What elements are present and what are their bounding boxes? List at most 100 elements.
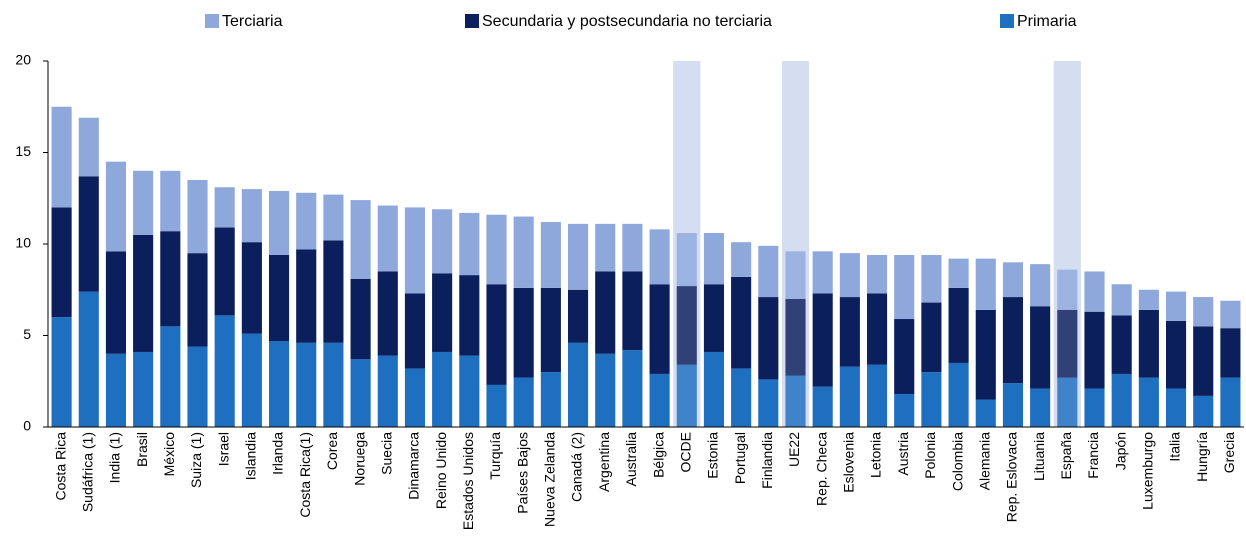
bar-segment xyxy=(1111,315,1132,374)
bar-segment xyxy=(486,384,507,427)
bar-segment xyxy=(214,315,235,427)
bar-segment xyxy=(785,375,806,427)
x-tick-label: Nueva Zelanda xyxy=(542,432,558,527)
bar-segment xyxy=(1057,377,1078,427)
bar-segment xyxy=(649,373,670,427)
bar-segment xyxy=(1002,383,1024,427)
bar-segment xyxy=(1111,373,1132,427)
bar-segment xyxy=(513,216,534,288)
bar-segment xyxy=(785,298,806,376)
bar-segment xyxy=(567,342,589,427)
bar-segment xyxy=(486,214,507,285)
bar-segment xyxy=(1138,377,1159,427)
bar-segment xyxy=(894,394,915,427)
y-tick-label: 0 xyxy=(23,418,31,434)
bar-segment xyxy=(595,223,616,272)
bar-segment xyxy=(377,355,398,427)
bar-segment xyxy=(622,271,643,351)
x-tick-label: Turquía xyxy=(487,432,503,480)
bar-segment xyxy=(187,253,208,347)
x-tick-label: Canadá (2) xyxy=(569,432,585,502)
bar-segment xyxy=(241,242,262,334)
bar-segment xyxy=(948,258,969,288)
x-tick-label: Dinamarca xyxy=(406,432,422,500)
bar-segment xyxy=(105,353,127,427)
bar-segment xyxy=(1165,388,1187,427)
bar-segment xyxy=(839,366,860,427)
bar-segment xyxy=(377,271,398,356)
legend-swatch xyxy=(1000,14,1014,28)
bar-segment xyxy=(839,297,860,367)
bar-segment xyxy=(1193,326,1214,396)
bar-segment xyxy=(51,317,72,427)
bar-segment xyxy=(486,284,507,385)
bar-segment xyxy=(948,362,969,427)
bar-segment xyxy=(894,254,915,320)
x-tick-label: UE22 xyxy=(786,432,802,467)
bar-segment xyxy=(323,194,344,241)
bar-segment xyxy=(540,287,561,373)
bar-segment xyxy=(105,161,127,252)
x-tick-label: Corea xyxy=(324,432,340,470)
bar-segment xyxy=(839,253,860,298)
bar-segment xyxy=(323,240,344,343)
bar-segment xyxy=(432,209,453,274)
bar-segment xyxy=(350,200,371,279)
x-tick-label: Países Bajos xyxy=(514,432,530,514)
bar-segment xyxy=(105,251,127,354)
x-tick-label: Rep. Checa xyxy=(813,432,829,506)
x-tick-label: España xyxy=(1058,432,1074,480)
x-tick-label: Estonia xyxy=(705,432,721,479)
bar-segment xyxy=(51,207,72,318)
bar-segment xyxy=(595,353,616,427)
x-tick-label: México xyxy=(161,432,177,477)
bar-segment xyxy=(676,364,697,427)
bar-segment xyxy=(812,251,833,294)
bar-segment xyxy=(567,223,589,290)
x-tick-label: Argentina xyxy=(596,432,612,492)
bar-segment xyxy=(975,309,996,400)
x-tick-label: Japón xyxy=(1112,432,1128,470)
x-tick-label: Portugal xyxy=(732,432,748,484)
bar-segment xyxy=(513,287,534,378)
x-tick-label: Luxemburgo xyxy=(1140,432,1156,510)
bar-segment xyxy=(758,245,779,298)
legend-swatch xyxy=(205,14,219,28)
y-tick-label: 5 xyxy=(23,326,31,342)
bar-segment xyxy=(1002,297,1024,384)
bar-segment xyxy=(1084,311,1105,389)
x-tick-label: Grecia xyxy=(1221,432,1237,473)
bar-segment xyxy=(948,287,969,363)
bar-segment xyxy=(676,286,697,365)
bar-segment xyxy=(1138,289,1159,310)
bar-segment xyxy=(1165,291,1187,321)
bar-segment xyxy=(1220,328,1241,378)
bar-segment xyxy=(921,302,942,373)
bar-segment xyxy=(133,351,154,427)
x-tick-label: Suecia xyxy=(378,432,394,475)
bar-segment xyxy=(133,234,154,352)
bar-segment xyxy=(975,399,996,427)
legend-label: Primaria xyxy=(1017,13,1077,30)
bar-segment xyxy=(241,333,262,427)
bar-segment xyxy=(51,106,72,208)
bar-segment xyxy=(432,273,453,352)
x-tick-label: Costa Rica xyxy=(52,432,68,501)
bar-segment xyxy=(1193,297,1214,327)
x-tick-label: Finlandia xyxy=(759,432,775,489)
y-tick-label: 20 xyxy=(15,52,31,68)
bar-segment xyxy=(1030,306,1051,389)
y-tick-label: 15 xyxy=(15,143,31,159)
x-tick-label: Israel xyxy=(215,432,231,466)
bar-segment xyxy=(296,342,317,427)
bar-segment xyxy=(1084,271,1105,312)
bar-segment xyxy=(731,242,752,277)
bar-segment xyxy=(268,254,290,341)
x-tick-label: Islandia xyxy=(243,432,259,480)
bar-segment xyxy=(703,233,725,285)
x-tick-label: Noruega xyxy=(351,432,367,486)
x-tick-label: Estados Unidos xyxy=(460,432,476,530)
y-tick-label: 10 xyxy=(15,235,31,251)
bar-segment xyxy=(649,229,670,285)
bar-segment xyxy=(459,355,480,427)
